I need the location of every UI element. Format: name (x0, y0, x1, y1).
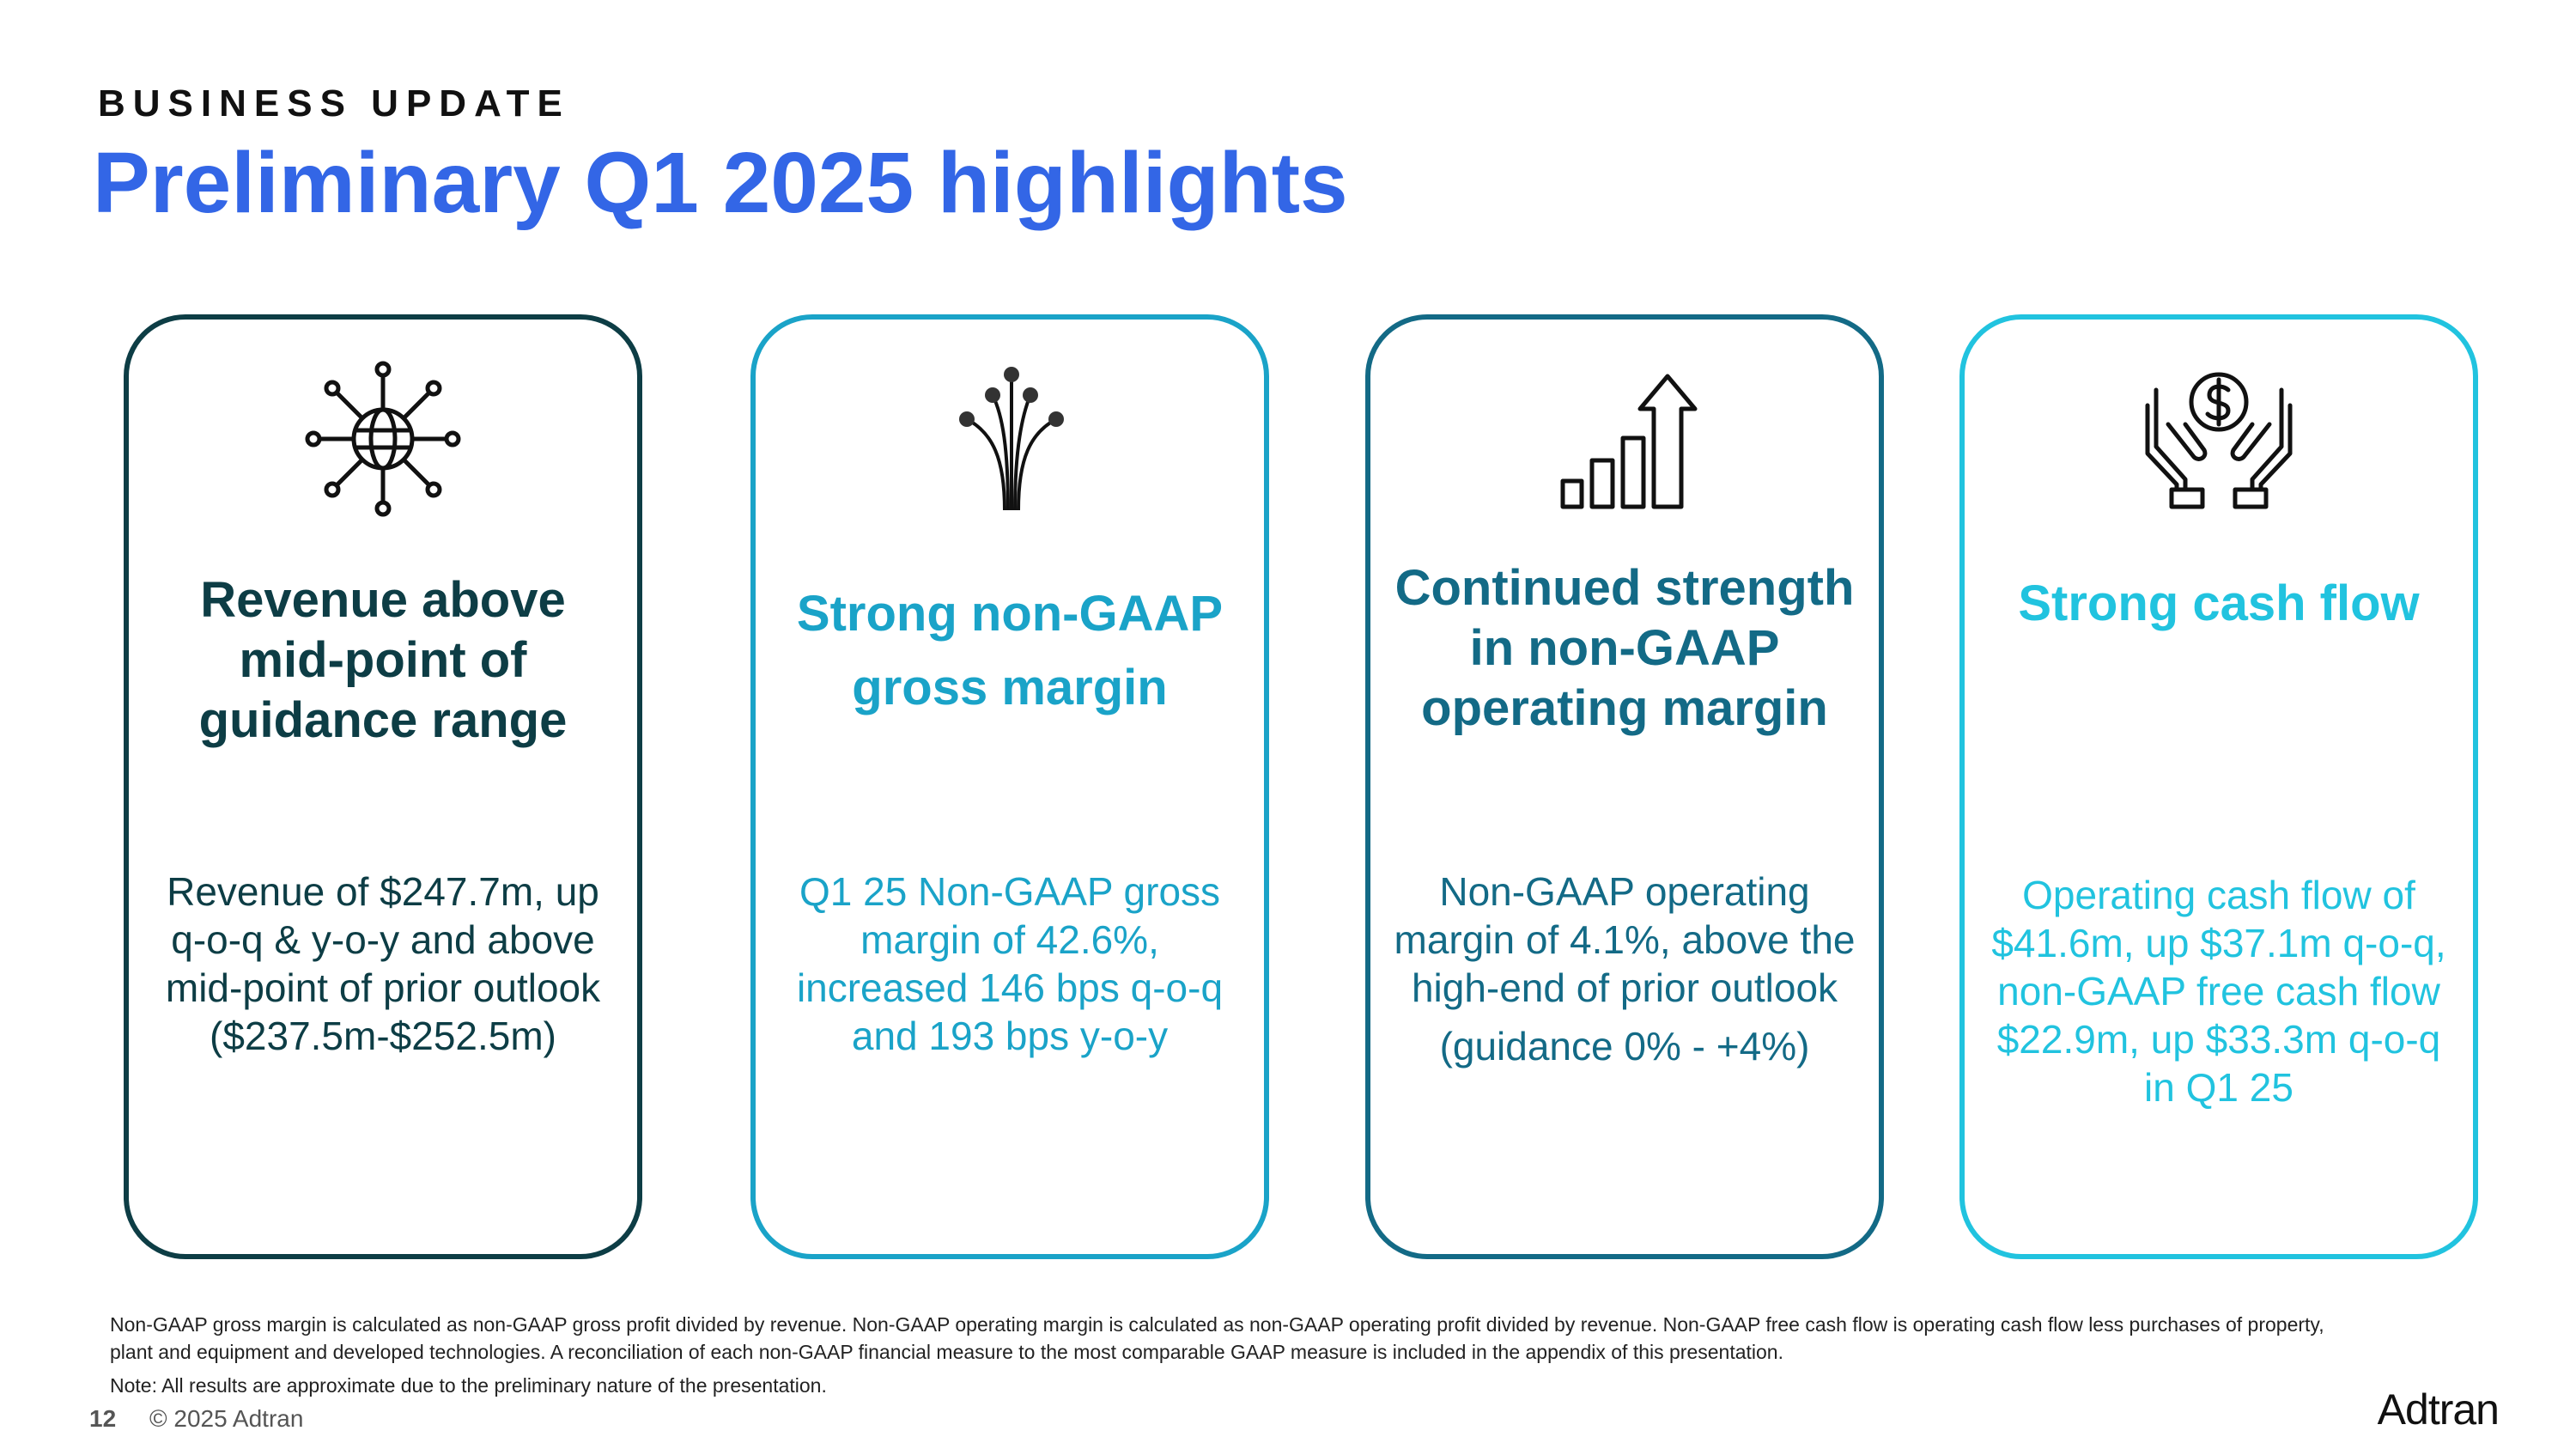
disclaimer-note: Note: All results are approximate due to… (110, 1374, 827, 1397)
fiber-optic-icon (959, 367, 1064, 511)
adtran-logo: Adtran (2377, 1385, 2500, 1434)
hands-dollar-icon (2145, 372, 2293, 509)
card-heading: Revenue above mid-point of guidance rang… (198, 572, 568, 748)
card-body-text: Q1 25 Non-GAAP gross margin of 42.6%, in… (796, 869, 1224, 1058)
card-body-text: (guidance 0% - +4%) (1439, 1024, 1810, 1068)
bar-chart-up-arrow-icon (1560, 374, 1698, 509)
highlight-card-revenue: Revenue above mid-point of guidance rang… (124, 314, 642, 1259)
card-body-text: Revenue of $247.7m, up q-o-q & y-o-y and… (165, 869, 601, 1010)
card-body-text: ($237.5m-$252.5m) (210, 1014, 556, 1058)
highlight-card-gross-margin: Strong non-GAAP gross margin Q1 25 Non-G… (750, 314, 1269, 1259)
card-heading: Continued strength in non-GAAP operating… (1394, 560, 1855, 736)
footnote: Non-GAAP gross margin is calculated as n… (110, 1313, 2324, 1363)
card-body: Non-GAAP operating margin of 4.1%, above… (1386, 868, 1863, 1070)
card-body-text: Non-GAAP operating margin of 4.1%, above… (1394, 869, 1856, 1010)
highlight-card-operating-margin: Continued strength in non-GAAP operating… (1365, 314, 1884, 1259)
page-title: Preliminary Q1 2025 highlights (93, 135, 1348, 231)
card-body-text: Operating cash flow of $41.6m, up $37.1m… (1991, 873, 2446, 1110)
card-body: Q1 25 Non-GAAP gross margin of 42.6%, in… (771, 868, 1249, 1060)
section-eyebrow: BUSINESS UPDATE (98, 82, 570, 125)
card-heading: Strong non-GAAP gross margin (796, 586, 1224, 715)
globe-network-icon (305, 361, 461, 517)
card-heading: Strong cash flow (2018, 575, 2420, 631)
copyright: © 2025 Adtran (149, 1405, 304, 1432)
page-number: 12 (89, 1405, 117, 1432)
card-body: Operating cash flow of $41.6m, up $37.1m… (1980, 871, 2458, 1111)
highlight-card-cash-flow: Strong cash flow Operating cash flow of … (1959, 314, 2478, 1259)
card-body: Revenue of $247.7m, up q-o-q & y-o-y and… (144, 868, 622, 1060)
